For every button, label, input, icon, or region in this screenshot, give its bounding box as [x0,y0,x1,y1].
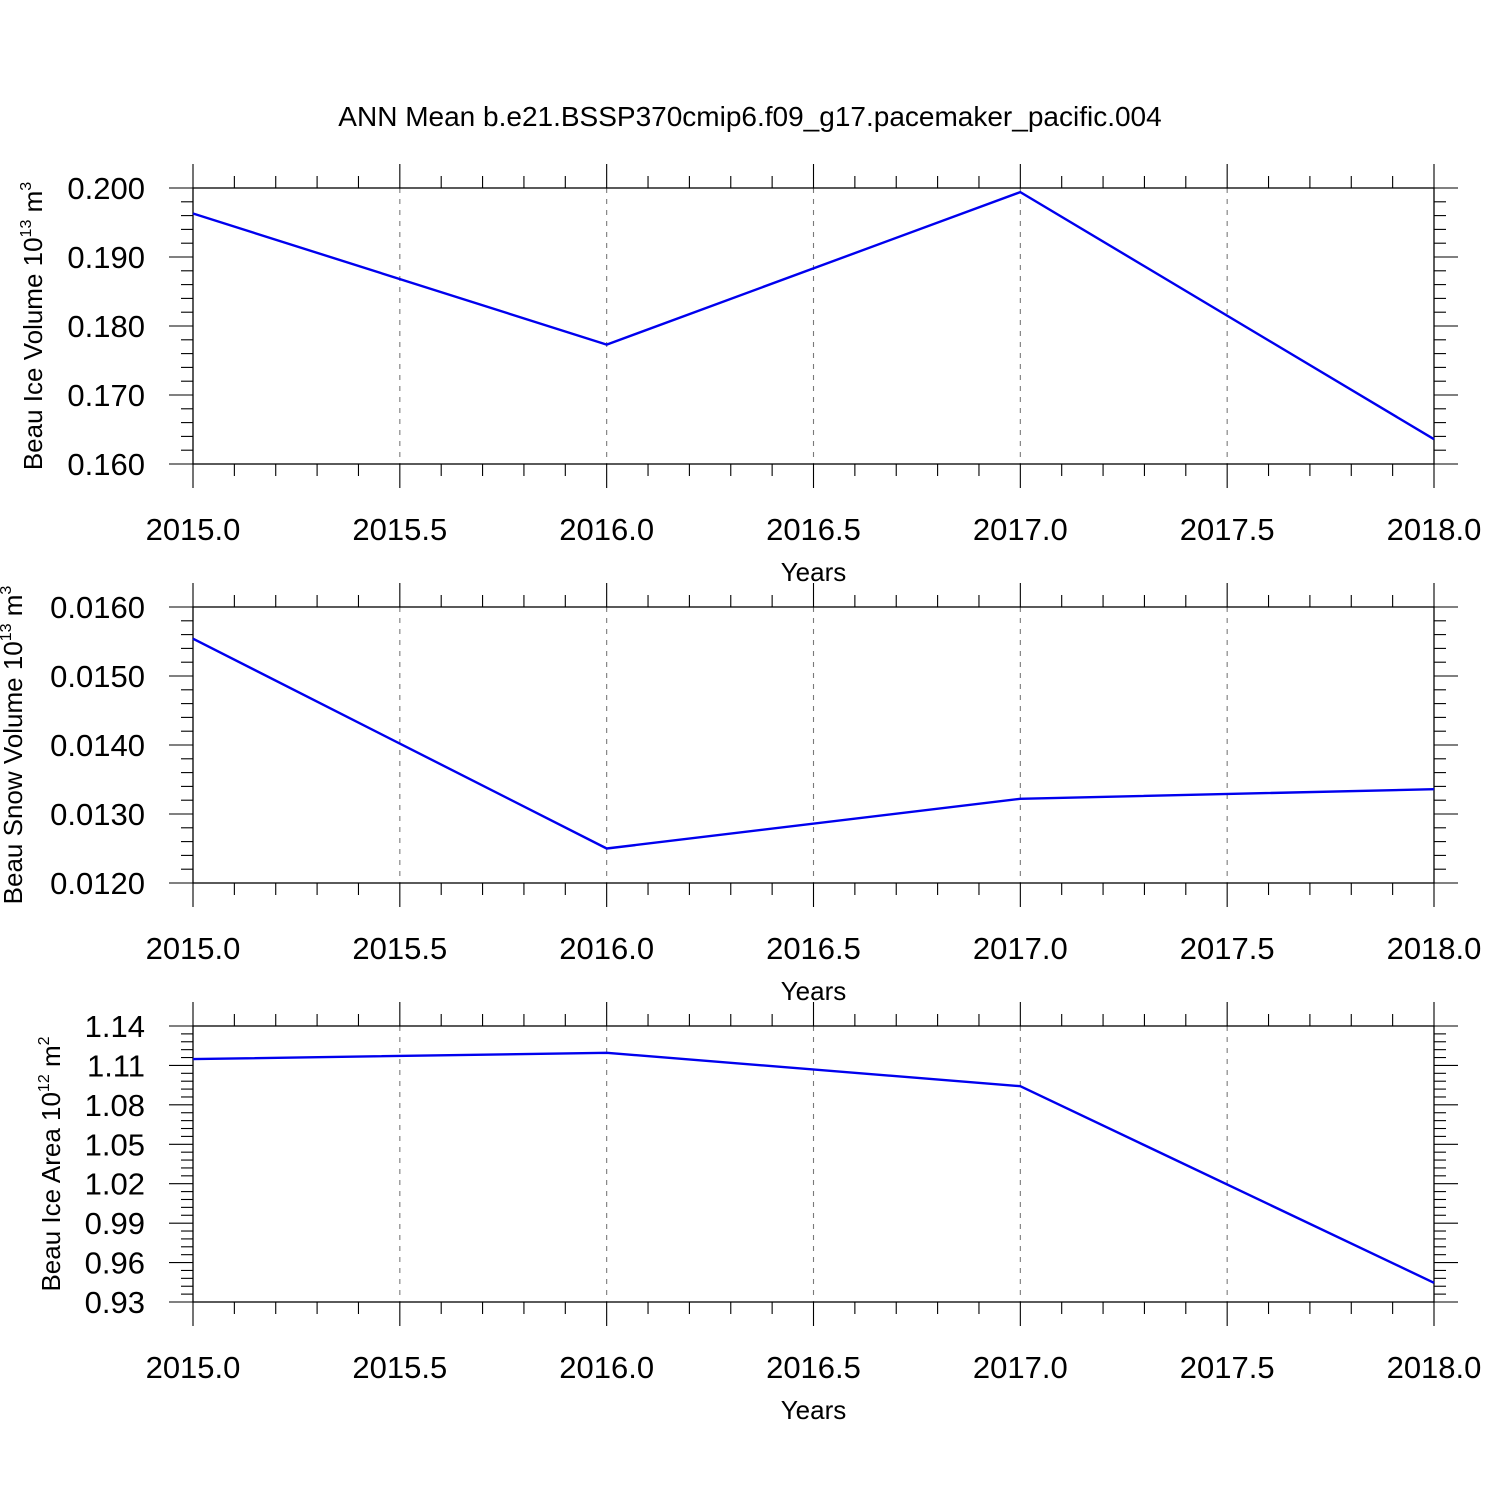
x-tick-label: 2016.0 [559,931,654,966]
y-axis-label-unit: m [0,595,28,624]
y-tick-label: 0.190 [67,240,145,275]
series-line-1 [192,637,1435,850]
y-tick-label: 0.200 [67,171,145,206]
y-tick-label: 0.0150 [50,659,145,694]
y-axis-label-text: Beau Ice Volume 10 [18,237,48,470]
x-axis-label: Years [781,557,847,587]
y-axis-label-text: Beau Snow Volume 10 [0,641,28,904]
x-tick-label: 2017.5 [1180,512,1275,547]
x-tick-label: 2015.5 [352,512,447,547]
x-tick-label: 2017.0 [973,1350,1068,1385]
y-tick-label: 1.14 [85,1009,145,1044]
x-tick-label: 2016.0 [559,1350,654,1385]
y-axis-label: Beau Snow Volume 1013 m3 [0,586,28,905]
y-tick-label: 0.99 [85,1206,145,1241]
y-axis-label-exponent: 13 [0,623,15,641]
x-axis-label: Years [781,976,847,1006]
figure-title: ANN Mean b.e21.BSSP370cmip6.f09_g17.pace… [338,101,1161,132]
y-axis-label-text: Beau Ice Area 10 [36,1092,66,1291]
x-tick-label: 2016.5 [766,512,861,547]
y-tick-label: 1.02 [85,1167,145,1202]
y-axis-label-unit: m [36,1045,66,1074]
y-axis-label-unit: m [18,191,48,220]
y-axis-label-unit-exponent: 3 [18,182,35,191]
y-tick-label: 1.05 [85,1127,145,1162]
x-tick-label: 2015.0 [146,1350,241,1385]
x-tick-label: 2015.5 [352,931,447,966]
y-tick-label: 0.180 [67,309,145,344]
panels: 2015.0 2015.5 2016.0 2016.5 2017.0 2017.5 2018… [0,164,1481,1425]
chart-panel-3: 2015.0 2015.5 2016.0 2016.5 2017.0 2017.5 2018… [36,1002,1481,1425]
x-tick-label: 2017.5 [1180,1350,1275,1385]
y-tick-label: 0.0140 [50,728,145,763]
x-tick-label: 2016.5 [766,931,861,966]
x-tick-label: 2018.0 [1387,512,1482,547]
x-tick-label: 2016.5 [766,1350,861,1385]
x-tick-label: 2017.0 [973,931,1068,966]
x-tick-label: 2016.0 [559,512,654,547]
x-tick-label: 2015.0 [146,931,241,966]
x-tick-label: 2018.0 [1387,931,1482,966]
x-tick-label: 2015.0 [146,512,241,547]
chart-panel-1: 2015.0 2015.5 2016.0 2016.5 2017.0 2017.5 2018… [18,164,1481,587]
y-tick-label: 0.170 [67,378,145,413]
x-axis-label: Years [781,1395,847,1425]
y-tick-label: 1.08 [85,1088,145,1123]
series-line-1 [192,190,1435,441]
y-axis-label-exponent: 12 [36,1074,53,1092]
y-tick-label: 0.0160 [50,590,145,625]
x-tick-label: 2015.5 [352,1350,447,1385]
y-axis-label: Beau Ice Area 1012 m2 [36,1036,66,1291]
x-tick-label: 2017.0 [973,512,1068,547]
y-tick-label: 1.11 [87,1048,145,1083]
y-axis-label-unit-exponent: 3 [0,586,15,595]
y-axis-label-unit-exponent: 2 [36,1036,53,1045]
chart-panel-2: 2015.0 2015.5 2016.0 2016.5 2017.0 2017.5 2018… [0,583,1481,1006]
y-tick-label: 0.160 [67,447,145,482]
y-axis-label: Beau Ice Volume 1013 m3 [18,182,48,470]
y-axis-label-exponent: 13 [18,220,35,238]
series-line-1 [192,1051,1435,1284]
x-tick-label: 2018.0 [1387,1350,1482,1385]
y-tick-label: 0.93 [85,1285,145,1320]
x-tick-label: 2017.5 [1180,931,1275,966]
y-tick-label: 0.0130 [50,797,145,832]
y-tick-label: 0.0120 [50,866,145,901]
y-tick-label: 0.96 [85,1246,145,1281]
